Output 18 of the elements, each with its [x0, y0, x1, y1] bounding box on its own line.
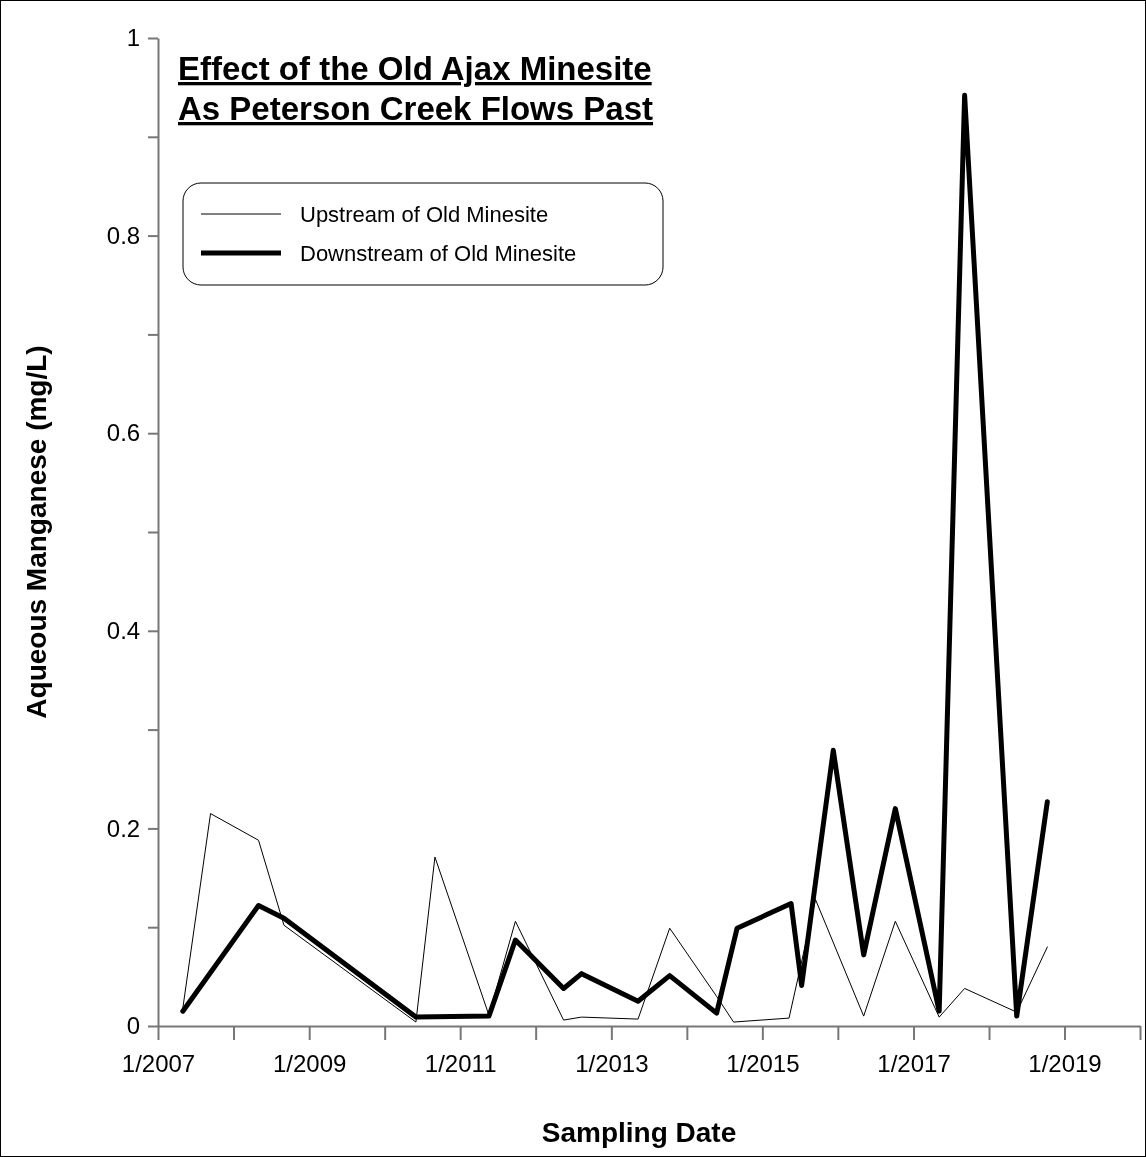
y-tick-label: 0.2 [106, 814, 141, 842]
y-tick-label: 1 [126, 24, 141, 52]
y-tick-label: 0.8 [106, 221, 141, 249]
x-tick-label: 1/2019 [1028, 1049, 1102, 1077]
y-tick-label: 0.6 [106, 419, 141, 447]
y-tick-label: 0 [126, 1012, 141, 1040]
x-tick-label: 1/2015 [726, 1049, 800, 1077]
x-tick-label: 1/2017 [877, 1049, 951, 1077]
legend-label: Upstream of Old Minesite [300, 202, 549, 227]
x-tick-label: 1/2007 [121, 1049, 196, 1077]
x-axis-title: Sampling Date [541, 1117, 737, 1148]
x-tick-label: 1/2013 [575, 1049, 649, 1077]
x-tick-label: 1/2011 [424, 1049, 497, 1077]
y-tick-label: 0.4 [106, 616, 141, 644]
x-tick-label: 1/2009 [272, 1049, 347, 1077]
text: Effect of the Old Ajax Minesite As Peterson Creek Flows Past [178, 50, 654, 127]
legend-label: Downstream of Old Minesite [300, 241, 577, 266]
y-axis-title: Aqueous Manganese (mg/L) [21, 345, 52, 719]
